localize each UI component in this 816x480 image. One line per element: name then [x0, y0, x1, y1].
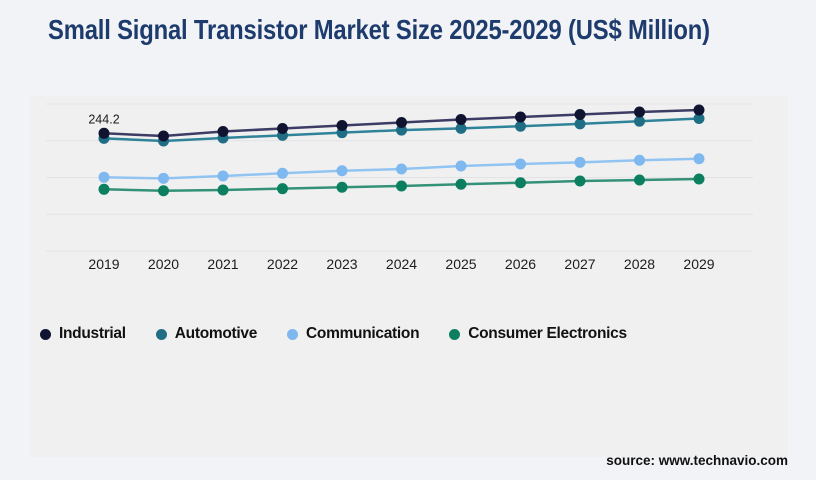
legend-label: Industrial [59, 325, 126, 342]
legend-marker-icon [40, 328, 51, 340]
data-point[interactable] [158, 130, 169, 142]
data-point[interactable] [158, 185, 169, 197]
data-point[interactable] [574, 156, 586, 168]
data-label: 244.2 [88, 112, 119, 126]
legend-item-communication[interactable]: Communication [287, 325, 420, 343]
legend-marker-icon [287, 328, 299, 340]
x-tick-label: 2029 [683, 256, 715, 272]
x-tick-label: 2027 [564, 256, 596, 272]
data-point[interactable] [396, 163, 407, 175]
chart-legend: Industrial Automotive Communication Consume… [40, 325, 627, 343]
x-tick-label: 2025 [445, 256, 477, 272]
data-point[interactable] [693, 113, 705, 125]
x-tick-label: 2021 [207, 256, 239, 272]
data-point[interactable] [574, 118, 586, 130]
data-point[interactable] [277, 122, 288, 134]
data-point[interactable] [634, 174, 645, 186]
data-point[interactable] [98, 171, 110, 183]
x-tick-label: 2022 [266, 256, 299, 272]
data-point[interactable] [336, 165, 348, 177]
data-point[interactable] [574, 109, 586, 121]
data-point[interactable] [515, 111, 526, 123]
legend-label: Consumer Electronics [468, 325, 627, 342]
data-point[interactable] [693, 104, 705, 116]
data-point[interactable] [634, 115, 645, 127]
data-point[interactable] [98, 127, 110, 139]
data-point[interactable] [455, 160, 467, 172]
data-point[interactable] [455, 114, 467, 126]
data-point[interactable] [158, 172, 169, 184]
legend-item-industrial[interactable]: Industrial [40, 325, 126, 343]
x-tick-label: 2019 [88, 256, 120, 272]
data-point[interactable] [693, 173, 705, 185]
legend-item-automotive[interactable]: Automotive [155, 325, 258, 343]
data-point[interactable] [634, 106, 645, 118]
x-axis-labels: 2019 2020 2021 2022 2023 2024 2025 2026 2027 2028… [0, 256, 816, 276]
data-point[interactable] [455, 122, 467, 134]
data-point[interactable] [217, 170, 229, 182]
chart-panel [30, 96, 788, 457]
legend-label: Automotive [174, 325, 258, 342]
data-point[interactable] [455, 178, 467, 190]
x-tick-label: 2026 [504, 256, 537, 272]
x-tick-label: 2020 [147, 256, 180, 272]
x-tick-label: 2024 [385, 256, 418, 272]
data-point[interactable] [336, 181, 348, 193]
data-point[interactable] [396, 117, 407, 129]
x-tick-label: 2023 [326, 256, 358, 272]
source-attribution: source: www.technavio.com [606, 453, 788, 468]
legend-item-consumer-electronics[interactable]: Consumer Electronics [449, 325, 627, 343]
data-point[interactable] [396, 124, 407, 136]
legend-marker-icon [449, 328, 461, 340]
data-point[interactable] [336, 119, 348, 131]
data-point[interactable] [98, 183, 110, 195]
data-point[interactable] [693, 153, 705, 165]
data-point[interactable] [396, 180, 407, 192]
data-point[interactable] [574, 175, 586, 187]
data-point[interactable] [515, 158, 526, 170]
data-point[interactable] [277, 167, 288, 179]
data-point[interactable] [515, 120, 526, 132]
data-point[interactable] [277, 183, 288, 195]
x-tick-label: 2028 [623, 256, 656, 272]
legend-marker-icon [155, 328, 167, 340]
legend-label: Communication [306, 325, 420, 342]
data-point[interactable] [217, 126, 229, 138]
data-point[interactable] [217, 184, 229, 196]
data-point[interactable] [634, 154, 645, 166]
data-point[interactable] [515, 177, 526, 189]
chart-title: Small Signal Transistor Market Size 2025… [48, 14, 710, 45]
